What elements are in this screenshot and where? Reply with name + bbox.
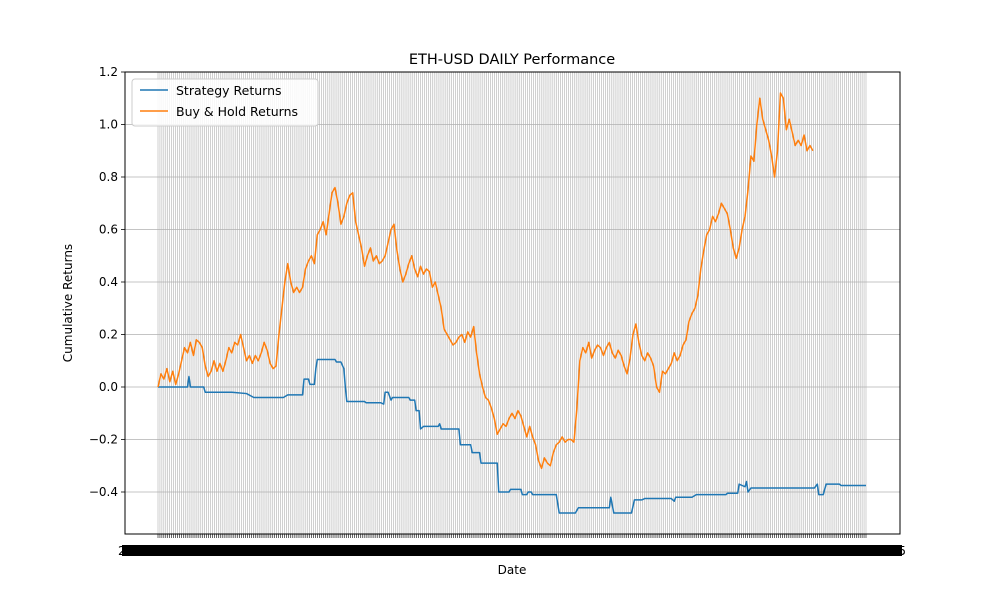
series-layer <box>157 92 866 514</box>
x-ticks-layer <box>157 72 867 538</box>
y-tick-label: −0.4 <box>89 485 118 499</box>
x-tick-label-band <box>122 545 902 556</box>
x-tick-label-first: 2 <box>118 544 126 558</box>
chart-title: ETH-USD DAILY Performance <box>409 52 615 68</box>
y-tick-label: −0.2 <box>89 433 118 447</box>
y-tick-label: 0.6 <box>99 223 118 237</box>
y-ticks-layer: −0.4 −0.2 0.0 0.2 0.4 0.6 0.8 1.0 1.2 <box>89 65 125 499</box>
y-tick-label: 0.4 <box>99 275 118 289</box>
legend-box <box>131 78 319 127</box>
x-tick-label-last: 5 <box>898 544 906 558</box>
x-axis-label: Date <box>498 563 527 577</box>
strategy-returns-line <box>158 358 866 514</box>
legend-buyhold-label: Buy & Hold Returns <box>176 104 298 119</box>
y-tick-label: 1.0 <box>99 118 118 132</box>
legend-strategy-label: Strategy Returns <box>176 83 282 98</box>
legend: Strategy Returns Buy & Hold Returns <box>131 78 319 127</box>
y-tick-label: 1.2 <box>99 65 118 79</box>
buy-hold-returns-line <box>157 92 814 470</box>
y-tick-label: 0.8 <box>99 170 118 184</box>
y-axis-label: Cumulative Returns <box>61 244 75 362</box>
y-tick-label: 0.0 <box>99 380 118 394</box>
plot-frame <box>124 71 901 535</box>
y-tick-label: 0.2 <box>99 328 118 342</box>
